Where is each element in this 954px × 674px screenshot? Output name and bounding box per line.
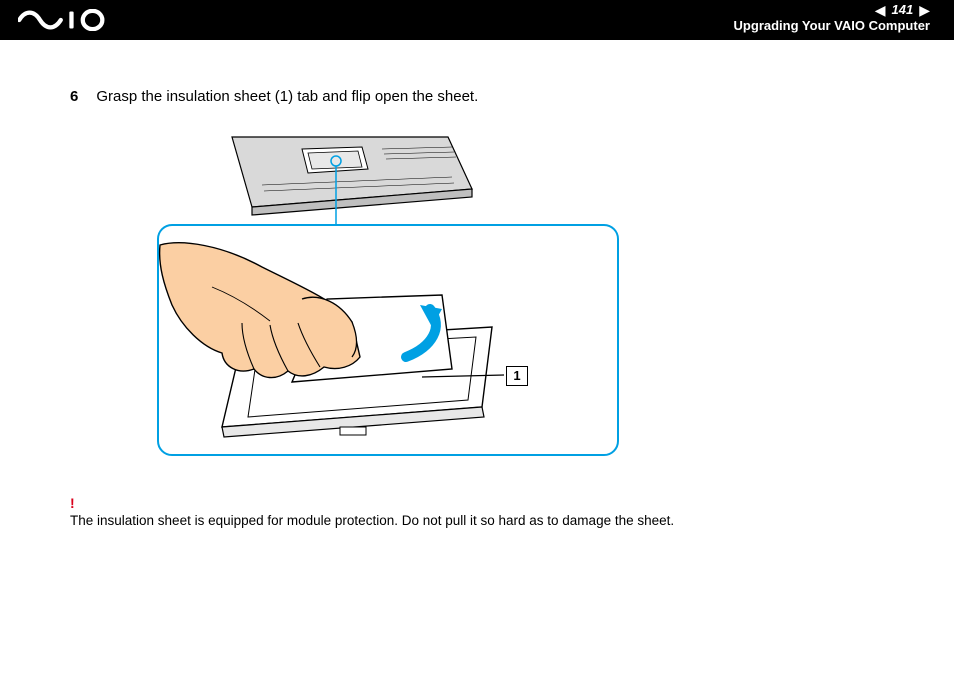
hand-icon bbox=[160, 243, 360, 378]
warning-text: The insulation sheet is equipped for mod… bbox=[70, 513, 884, 528]
step-number: 6 bbox=[70, 88, 78, 105]
page-nav: ◀ 141 ▶ bbox=[875, 2, 930, 17]
nav-prev-icon[interactable]: ◀ bbox=[875, 3, 886, 17]
content-area: 6 Grasp the insulation sheet (1) tab and… bbox=[0, 40, 954, 528]
vaio-logo bbox=[18, 9, 128, 31]
nav-next-icon[interactable]: ▶ bbox=[919, 3, 930, 17]
step-text: Grasp the insulation sheet (1) tab and f… bbox=[96, 88, 478, 105]
warning-block: ! The insulation sheet is equipped for m… bbox=[70, 495, 884, 528]
page-number: 141 bbox=[892, 2, 914, 17]
laptop-overview-icon bbox=[232, 137, 472, 215]
step-line: 6 Grasp the insulation sheet (1) tab and… bbox=[70, 88, 884, 105]
section-title: Upgrading Your VAIO Computer bbox=[734, 18, 930, 33]
header-bar: ◀ 141 ▶ Upgrading Your VAIO Computer bbox=[0, 0, 954, 40]
callout-label-1: 1 bbox=[506, 366, 528, 386]
warning-mark-icon: ! bbox=[70, 495, 884, 511]
instruction-figure: 1 bbox=[152, 127, 632, 477]
